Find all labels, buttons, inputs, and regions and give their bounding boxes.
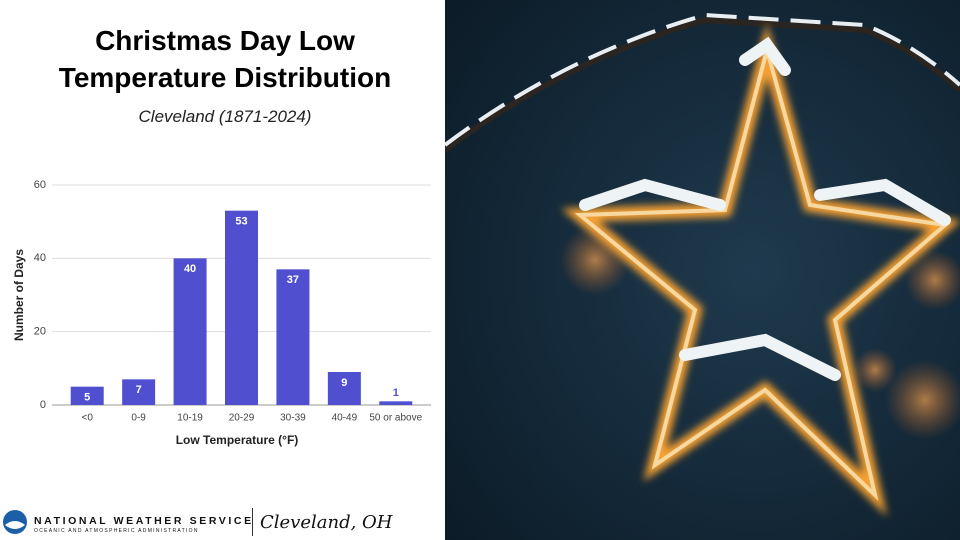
x-tick-label: 20-29	[229, 413, 255, 424]
y-tick-label: 40	[34, 252, 46, 264]
x-tick-label: 40-49	[332, 413, 358, 424]
office: Cleveland, OH	[260, 512, 393, 533]
value-label: 40	[184, 263, 196, 275]
photo	[445, 0, 960, 540]
bar	[276, 269, 310, 405]
footer: NATIONAL WEATHER SERVICE OCEANIC AND ATM…	[0, 505, 445, 540]
value-label: 5	[84, 392, 90, 404]
agency-name: NATIONAL WEATHER SERVICE	[34, 515, 254, 527]
branch	[445, 16, 960, 153]
snow	[445, 12, 960, 147]
bokeh	[885, 360, 960, 440]
snow	[579, 36, 951, 381]
noaa-logo	[3, 510, 27, 534]
bar	[70, 386, 104, 405]
chart: Number of Days Low Temperature (°F) 0 20 4…	[12, 179, 431, 447]
y-tick-label: 20	[34, 326, 46, 338]
bokeh	[905, 250, 960, 310]
y-tick-label: 0	[40, 399, 46, 411]
bar	[327, 372, 361, 405]
title: Christmas Day Low Temperature Distributi…	[58, 25, 392, 93]
bokeh	[853, 348, 897, 392]
y-axis-label: Number of Days	[12, 249, 26, 341]
bar	[122, 379, 156, 405]
value-label: 1	[393, 387, 399, 399]
subtitle: Cleveland (1871-2024)	[138, 107, 312, 126]
x-tick-label: <0	[82, 413, 94, 424]
x-tick-label: 30-39	[280, 413, 306, 424]
star	[574, 42, 950, 502]
bar	[173, 258, 207, 405]
value-label: 9	[341, 377, 347, 389]
agency-parent: OCEANIC AND ATMOSPHERIC ADMINISTRATION	[34, 528, 199, 534]
x-tick-label: 10-19	[177, 413, 203, 424]
value-label: 53	[235, 216, 247, 228]
y-tick-label: 60	[34, 179, 46, 191]
value-label: 7	[136, 384, 142, 396]
x-axis-label: Low Temperature (°F)	[176, 433, 299, 447]
value-label: 37	[287, 274, 299, 286]
bar	[225, 210, 258, 405]
separator	[252, 508, 253, 536]
x-tick-label: 50 or above	[369, 413, 422, 424]
x-tick-label: 0-9	[131, 413, 146, 424]
bar	[379, 401, 413, 405]
